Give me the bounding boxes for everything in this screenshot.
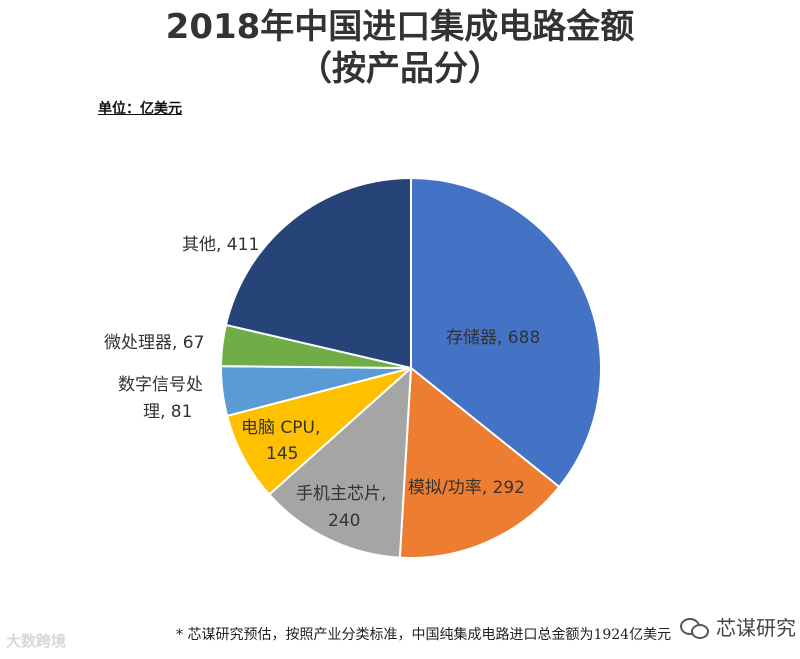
- watermark-right: 芯谋研究: [680, 612, 796, 641]
- data-label-dsp-value: 理, 81: [143, 402, 192, 422]
- data-label-analog: 模拟/功率, 292: [408, 478, 525, 498]
- data-label-mobile-soc-value: 240: [328, 511, 360, 531]
- chart-subtitle: （按产品分）: [298, 49, 502, 89]
- data-label-pc-cpu: 电脑 CPU,: [241, 418, 320, 438]
- unit-label: 单位：亿美元: [98, 101, 182, 117]
- watermark-right-label: 芯谋研究: [716, 616, 796, 640]
- footnote: * 芯谋研究预估，按照产业分类标准，中国纯集成电路进口总金额为1924亿美元: [176, 627, 672, 643]
- data-label-dsp: 数字信号处: [118, 375, 203, 395]
- data-label-mpu: 微处理器, 67: [104, 333, 204, 353]
- data-label-pc-cpu-value: 145: [266, 444, 298, 464]
- wechat-icon: [680, 616, 710, 639]
- data-label-mobile-soc: 手机主芯片,: [296, 484, 386, 504]
- pie-slice-0: [410, 176, 602, 489]
- data-label-storage: 存储器, 688: [446, 328, 540, 348]
- pie-slice-6: [224, 176, 412, 370]
- watermark-left: 大数跨境: [6, 632, 67, 650]
- pie-slice-1: [398, 366, 561, 559]
- chart-title: 2018年中国进口集成电路金额: [165, 7, 635, 47]
- pie-slice-2: [267, 365, 413, 559]
- data-label-other: 其他, 411: [182, 235, 259, 255]
